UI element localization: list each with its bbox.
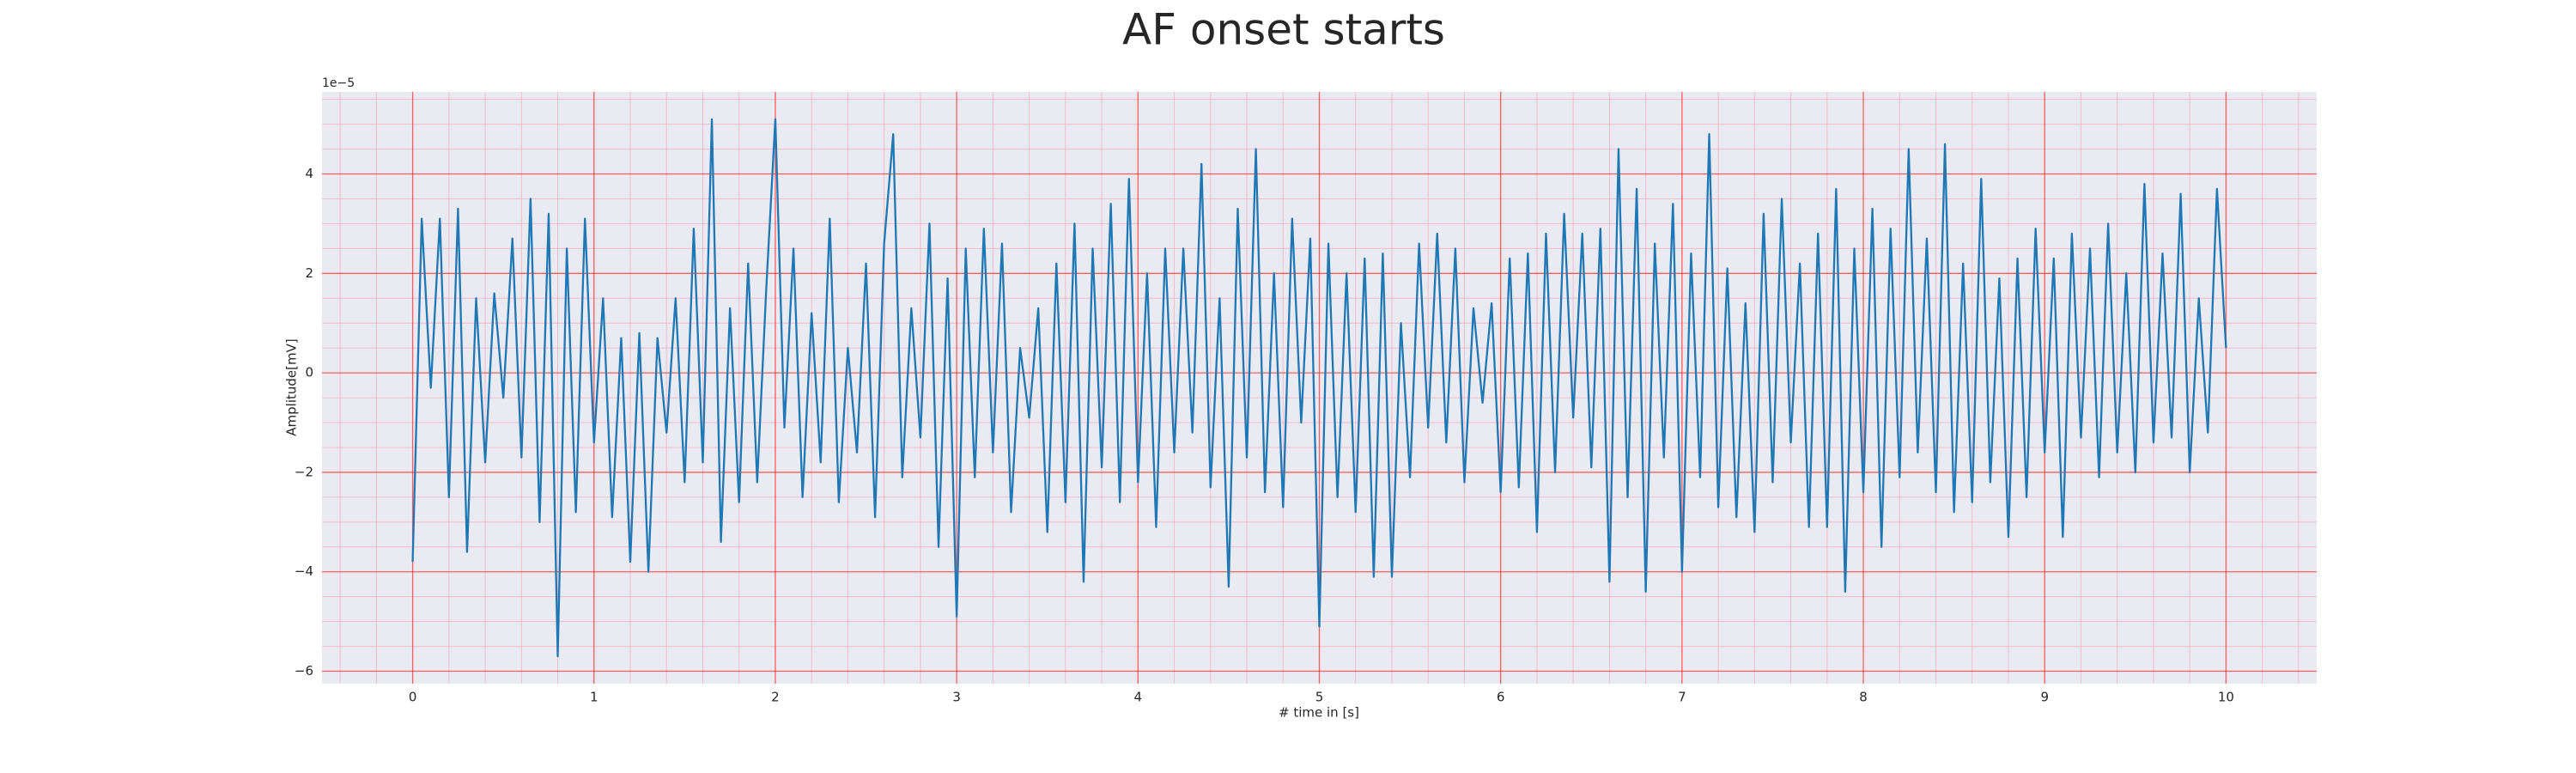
signal-line bbox=[411, 118, 2227, 658]
x-tick-label: 2 bbox=[771, 690, 780, 705]
x-tick-label: 7 bbox=[1678, 690, 1686, 705]
x-axis-label: # time in [s] bbox=[1279, 705, 1359, 721]
y-tick-label: 4 bbox=[305, 166, 313, 181]
x-tick-label: 3 bbox=[952, 690, 961, 705]
y-offset-label: 1e−5 bbox=[322, 76, 355, 90]
y-axis-label: Amplitude[mV] bbox=[284, 338, 300, 435]
x-tick-label: 9 bbox=[2040, 690, 2049, 705]
y-tick-label: −6 bbox=[295, 663, 313, 679]
y-tick-label: 2 bbox=[305, 265, 313, 281]
chart-title: AF onset starts bbox=[1122, 5, 1445, 55]
y-tick-label: 0 bbox=[305, 365, 313, 380]
x-tick-label: 4 bbox=[1134, 690, 1143, 705]
x-tick-label: 8 bbox=[1859, 690, 1868, 705]
x-tick-label: 5 bbox=[1315, 690, 1324, 705]
x-tick-label: 0 bbox=[409, 690, 417, 705]
x-tick-label: 10 bbox=[2218, 690, 2234, 705]
x-tick-label: 6 bbox=[1497, 690, 1505, 705]
y-tick-label: −2 bbox=[295, 464, 313, 479]
y-tick-label: −4 bbox=[295, 563, 313, 579]
x-tick-label: 1 bbox=[590, 690, 598, 705]
